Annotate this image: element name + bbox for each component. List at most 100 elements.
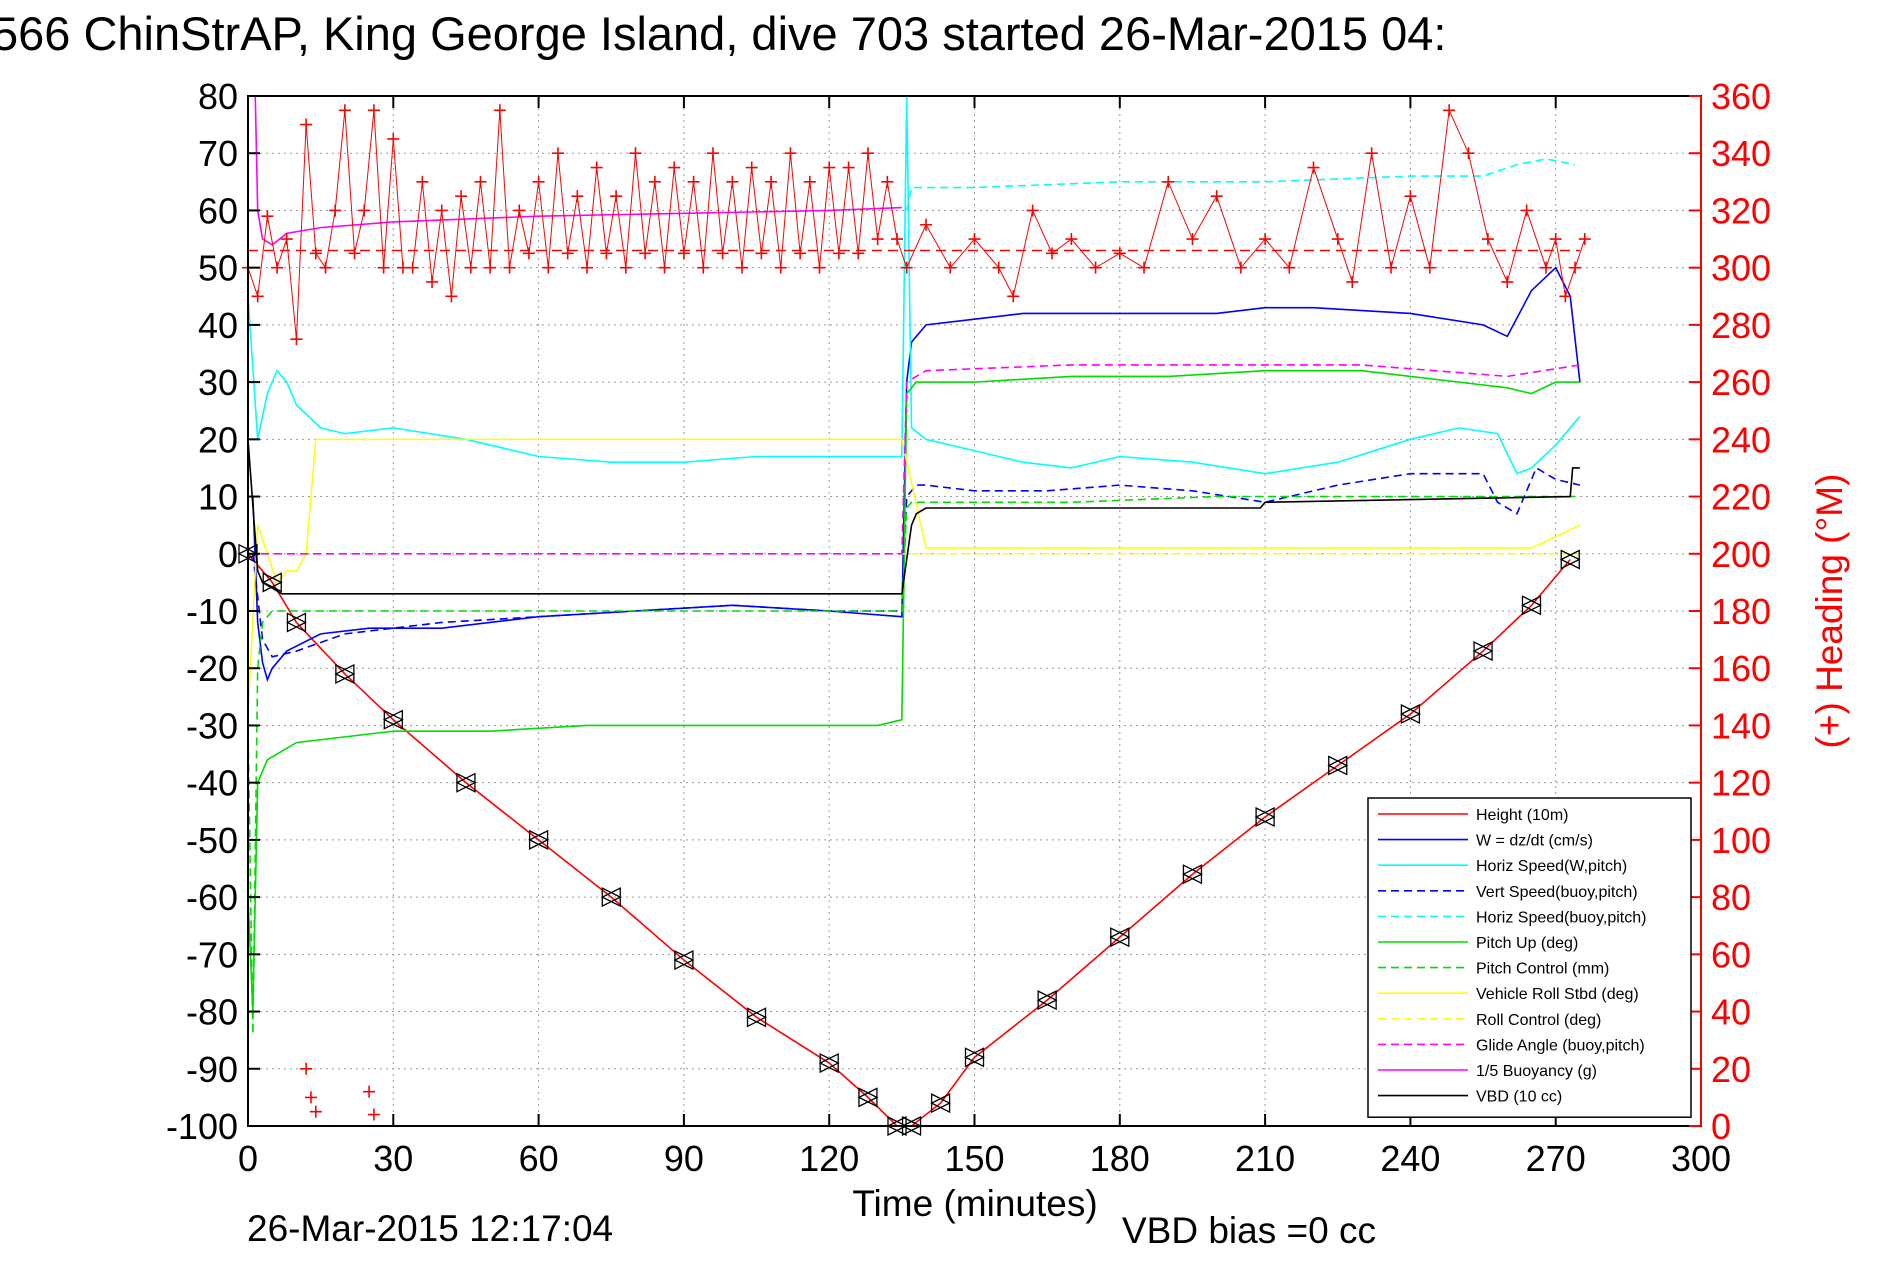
heading-point xyxy=(1481,233,1494,246)
y2-tick-label: 320 xyxy=(1711,190,1771,231)
heading-point-low xyxy=(363,1085,376,1098)
height-marker xyxy=(964,1047,985,1068)
y2-tick-label: 120 xyxy=(1711,763,1771,804)
heading-point xyxy=(765,175,778,188)
axis-ticks: 0 30 60 90 120 150 180 210 240 270 300807060504030… xyxy=(166,76,1771,1179)
legend-label: 1/5 Buoyancy (g) xyxy=(1476,1063,1597,1080)
series-line-1-5-buoyancy-g xyxy=(254,95,902,246)
heading-point xyxy=(464,261,477,274)
heading-point xyxy=(944,261,957,274)
y-tick-label: 60 xyxy=(198,190,238,231)
heading-point xyxy=(1026,204,1039,217)
x-tick-label: 180 xyxy=(1090,1138,1150,1179)
height-marker xyxy=(261,572,283,593)
x-tick-label: 210 xyxy=(1235,1138,1295,1179)
heading-point xyxy=(406,261,419,274)
y-tick-label: -80 xyxy=(186,992,238,1033)
heading-point xyxy=(726,175,739,188)
height-marker xyxy=(746,1007,768,1028)
series-line-vehicle-roll-stbd-deg xyxy=(247,438,1581,715)
legend-label: Glide Angle (buoy,pitch) xyxy=(1476,1037,1645,1054)
y2-tick-label: 260 xyxy=(1711,362,1771,403)
heading-line xyxy=(247,108,1586,340)
right-axis-label: (+) Heading (°M) xyxy=(1809,474,1850,749)
heading-point xyxy=(697,261,710,274)
height-marker xyxy=(1327,755,1349,776)
heading-point xyxy=(1089,261,1102,274)
heading-point xyxy=(861,147,874,160)
heading-point xyxy=(1404,190,1417,203)
height-marker xyxy=(1181,864,1203,885)
height-marker xyxy=(285,612,307,633)
height-marker xyxy=(930,1093,952,1114)
heading-point xyxy=(338,104,351,117)
x-tick-label: 90 xyxy=(664,1138,704,1179)
heading-point xyxy=(784,147,797,160)
y-tick-label: 50 xyxy=(198,248,238,289)
series-line-pitch-control-mm xyxy=(247,495,1580,1035)
heading-point xyxy=(1443,104,1456,117)
heading-point xyxy=(842,161,855,174)
heading-point xyxy=(1501,275,1514,288)
heading-point xyxy=(416,175,429,188)
heading-point xyxy=(774,261,787,274)
legend-label: VBD (10 cc) xyxy=(1476,1089,1562,1106)
height-marker xyxy=(1472,641,1494,662)
heading-point xyxy=(1259,233,1272,246)
heading-point xyxy=(891,233,904,246)
heading-point xyxy=(1186,233,1199,246)
heading-point xyxy=(271,261,284,274)
heading-point xyxy=(1559,290,1572,303)
heading-point xyxy=(251,290,264,303)
heading-point xyxy=(581,261,594,274)
height-marker xyxy=(1559,549,1581,570)
legend-label: W = dz/dt (cm/s) xyxy=(1476,833,1593,850)
x-tick-label: 0 xyxy=(238,1138,258,1179)
height-marker xyxy=(334,663,356,684)
heading-point xyxy=(813,261,826,274)
heading-point xyxy=(639,247,652,260)
heading-point xyxy=(1331,233,1344,246)
heading-point xyxy=(900,261,913,274)
heading-point xyxy=(1283,261,1296,274)
height-marker xyxy=(857,1087,879,1108)
heading-point xyxy=(1045,247,1058,260)
heading-point xyxy=(658,261,671,274)
heading-point-low xyxy=(300,1062,313,1075)
heading-point xyxy=(677,247,690,260)
heading-point xyxy=(1462,147,1475,160)
x-tick-label: 300 xyxy=(1671,1138,1731,1179)
heading-point xyxy=(522,247,535,260)
x-tick-label: 240 xyxy=(1380,1138,1440,1179)
heading-point xyxy=(348,247,361,260)
x-axis-label: Time (minutes) xyxy=(852,1183,1097,1224)
y2-tick-label: 200 xyxy=(1711,534,1771,575)
y2-tick-label: 300 xyxy=(1711,248,1771,289)
legend: Height (10m) W = dz/dt (cm/s) Horiz Speed(… xyxy=(1367,797,1692,1118)
heading-point xyxy=(920,218,933,231)
heading-point xyxy=(648,175,661,188)
heading-point xyxy=(619,261,632,274)
heading-point xyxy=(668,161,681,174)
heading-point xyxy=(745,161,758,174)
heading-point xyxy=(300,118,313,131)
heading-point xyxy=(1549,233,1562,246)
y2-tick-label: 80 xyxy=(1711,877,1751,918)
heading-point xyxy=(755,247,768,260)
y-tick-label: 20 xyxy=(198,419,238,460)
height-marker xyxy=(455,772,477,793)
heading-point xyxy=(1065,233,1078,246)
heading-point xyxy=(455,190,468,203)
y-tick-label: -90 xyxy=(186,1049,238,1090)
y2-tick-label: 40 xyxy=(1711,992,1751,1033)
heading-point xyxy=(1234,261,1247,274)
y2-tick-label: 360 xyxy=(1711,76,1771,117)
height-marker xyxy=(382,709,404,730)
heading-point xyxy=(706,147,719,160)
y-tick-label: -40 xyxy=(186,763,238,804)
height-marker xyxy=(528,829,550,850)
y2-tick-label: 100 xyxy=(1711,820,1771,861)
legend-label: Height (10m) xyxy=(1476,807,1568,824)
heading-point xyxy=(1346,275,1359,288)
height-marker xyxy=(673,950,695,971)
